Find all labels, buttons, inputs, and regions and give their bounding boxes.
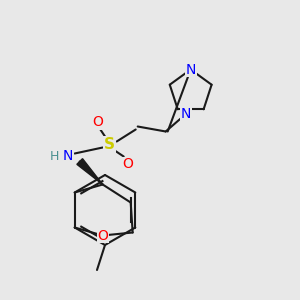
Text: N: N	[181, 106, 191, 121]
Text: O: O	[92, 116, 103, 130]
Text: H: H	[50, 150, 59, 163]
Text: N: N	[62, 149, 73, 164]
Text: O: O	[97, 229, 108, 242]
Polygon shape	[77, 159, 103, 184]
Text: S: S	[104, 137, 115, 152]
Text: O: O	[122, 158, 133, 172]
Text: N: N	[185, 62, 196, 76]
